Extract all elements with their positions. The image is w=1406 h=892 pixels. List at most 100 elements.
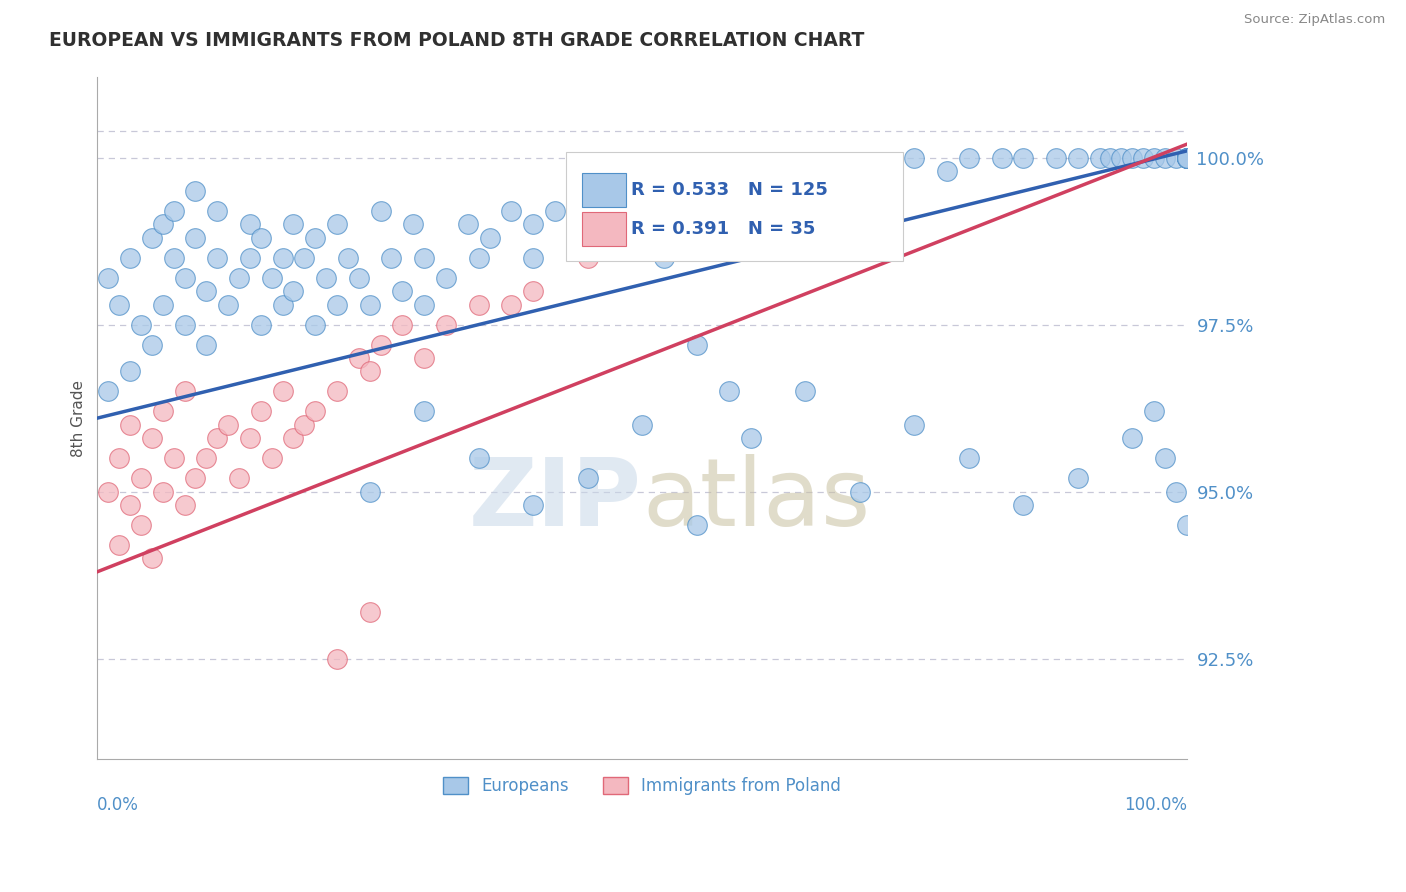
Point: [1175, 151, 1198, 165]
Legend: Europeans, Immigrants from Poland: Europeans, Immigrants from Poland: [437, 770, 848, 802]
Point: [652, 251, 675, 265]
Point: [990, 151, 1012, 165]
Point: [675, 218, 697, 232]
Point: [97, 484, 120, 499]
Point: [1175, 151, 1198, 165]
Text: 100.0%: 100.0%: [1123, 797, 1187, 814]
Point: [326, 384, 349, 399]
Point: [522, 218, 544, 232]
Point: [1088, 151, 1111, 165]
Point: [249, 404, 271, 418]
Text: EUROPEAN VS IMMIGRANTS FROM POLAND 8TH GRADE CORRELATION CHART: EUROPEAN VS IMMIGRANTS FROM POLAND 8TH G…: [49, 31, 865, 50]
Point: [467, 451, 489, 466]
Point: [882, 164, 904, 178]
Point: [685, 218, 707, 232]
Point: [118, 251, 141, 265]
Point: [957, 451, 980, 466]
Point: [205, 251, 228, 265]
Point: [217, 417, 239, 432]
Point: [359, 364, 381, 378]
Point: [249, 318, 271, 332]
Point: [522, 251, 544, 265]
FancyBboxPatch shape: [565, 153, 904, 261]
Point: [936, 164, 959, 178]
Point: [718, 384, 741, 399]
Point: [359, 605, 381, 619]
Point: [467, 297, 489, 311]
Point: [413, 297, 436, 311]
Point: [588, 184, 610, 198]
Point: [152, 297, 174, 311]
Point: [718, 204, 741, 219]
Point: [849, 184, 872, 198]
Point: [849, 164, 872, 178]
Point: [326, 218, 349, 232]
Text: R = 0.533   N = 125: R = 0.533 N = 125: [631, 181, 828, 199]
Point: [97, 270, 120, 285]
Point: [195, 451, 218, 466]
Point: [152, 404, 174, 418]
Point: [315, 270, 337, 285]
Point: [1175, 151, 1198, 165]
Point: [1099, 151, 1122, 165]
Point: [740, 184, 762, 198]
Point: [1175, 151, 1198, 165]
Point: [249, 231, 271, 245]
Point: [1175, 151, 1198, 165]
Point: [129, 318, 152, 332]
Text: atlas: atlas: [643, 454, 870, 546]
Point: [740, 204, 762, 219]
Point: [1111, 151, 1133, 165]
Point: [162, 251, 184, 265]
Point: [696, 184, 718, 198]
Point: [402, 218, 425, 232]
Point: [129, 471, 152, 485]
Point: [685, 518, 707, 533]
Point: [173, 384, 195, 399]
Point: [609, 218, 631, 232]
Point: [957, 151, 980, 165]
Point: [434, 270, 457, 285]
Point: [1164, 151, 1187, 165]
Point: [129, 518, 152, 533]
Point: [1012, 151, 1035, 165]
Point: [118, 364, 141, 378]
Point: [239, 218, 262, 232]
Point: [391, 284, 413, 298]
Point: [903, 417, 925, 432]
Point: [141, 337, 163, 351]
Point: [544, 204, 567, 219]
Point: [457, 218, 479, 232]
Point: [391, 318, 413, 332]
Point: [1132, 151, 1154, 165]
FancyBboxPatch shape: [582, 173, 626, 207]
Text: 0.0%: 0.0%: [97, 797, 139, 814]
Point: [576, 251, 599, 265]
Point: [501, 204, 523, 219]
Point: [283, 431, 305, 445]
Point: [326, 297, 349, 311]
Point: [1067, 151, 1090, 165]
FancyBboxPatch shape: [582, 211, 626, 245]
Point: [304, 231, 326, 245]
Point: [205, 204, 228, 219]
Point: [260, 270, 283, 285]
Point: [1143, 151, 1166, 165]
Point: [370, 204, 392, 219]
Point: [347, 351, 370, 365]
Point: [108, 451, 131, 466]
Text: ZIP: ZIP: [470, 454, 643, 546]
Point: [576, 471, 599, 485]
Point: [108, 297, 131, 311]
Point: [239, 431, 262, 445]
Point: [794, 184, 817, 198]
Point: [827, 164, 849, 178]
Point: [271, 297, 294, 311]
Point: [1154, 151, 1177, 165]
Point: [283, 218, 305, 232]
Point: [118, 498, 141, 512]
Point: [173, 270, 195, 285]
Point: [849, 484, 872, 499]
Point: [359, 297, 381, 311]
Point: [740, 431, 762, 445]
